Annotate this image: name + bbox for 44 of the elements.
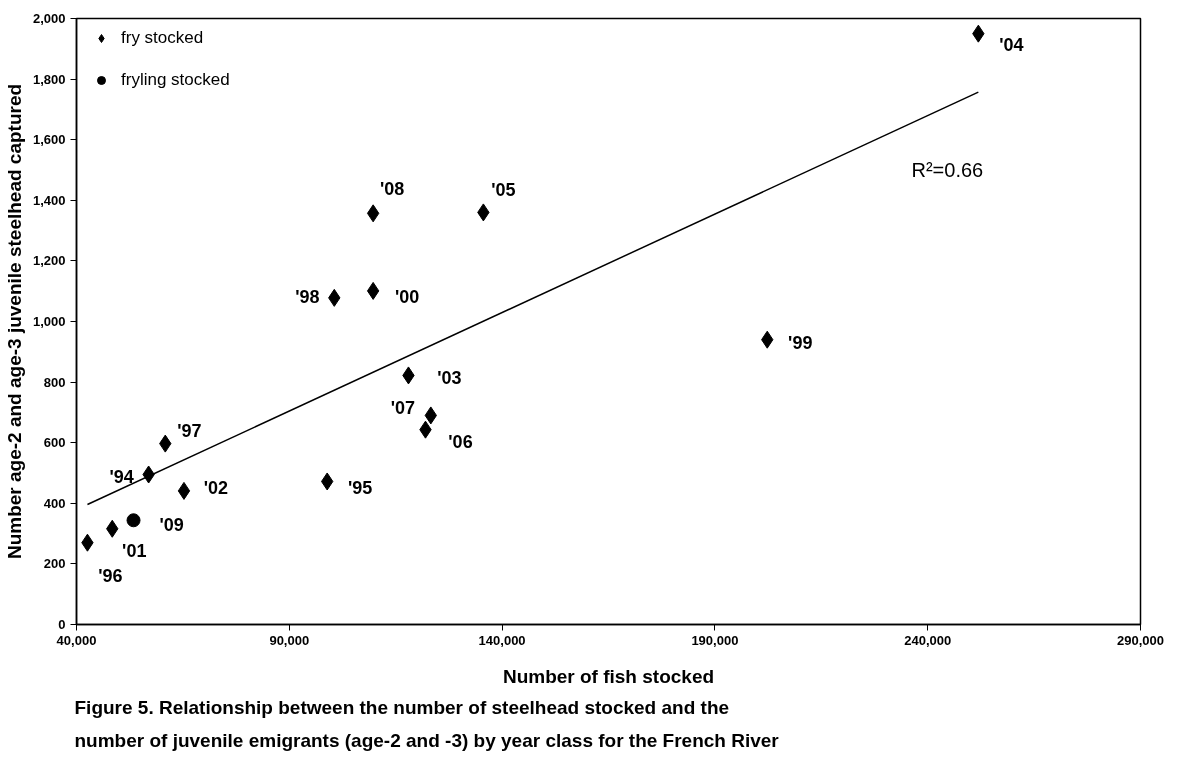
annotation: '97 bbox=[177, 420, 202, 441]
y-tick-label: 1,600 bbox=[32, 132, 66, 148]
y-tick-label: 1,400 bbox=[32, 192, 66, 208]
annotation: '04 bbox=[999, 34, 1024, 55]
annotation: '02 bbox=[203, 477, 229, 498]
y-tick-label: 200 bbox=[43, 556, 66, 572]
legend-label: fry stocked bbox=[121, 28, 204, 48]
annotation: '99 bbox=[788, 332, 813, 353]
x-tick-label: 90,000 bbox=[269, 632, 310, 648]
point bbox=[366, 204, 380, 223]
annotation: '07 bbox=[390, 398, 415, 419]
point bbox=[126, 513, 141, 528]
y-axis-title: Number age-2 and age-3 juvenile steelhead captured bbox=[3, 83, 25, 560]
annotation: '08 bbox=[379, 179, 405, 200]
annotation: '09 bbox=[159, 515, 184, 536]
y-tick-label: 1,200 bbox=[32, 253, 66, 269]
point bbox=[366, 281, 380, 300]
text: number of juvenile emigrants (age-2 and -3) by year class for the French River bbox=[74, 729, 780, 751]
legend-label: fryling stocked bbox=[121, 70, 230, 90]
y-tick-label: 1,000 bbox=[32, 314, 66, 329]
y-tick-label: 1,800 bbox=[32, 71, 66, 87]
x-tick-label: 140,000 bbox=[478, 632, 526, 648]
y-tick-label: 800 bbox=[43, 374, 66, 390]
x-axis-title: Number of fish stocked bbox=[502, 665, 715, 687]
y-tick-label: 0 bbox=[58, 617, 66, 632]
annotation: '01 bbox=[122, 540, 147, 561]
y-tick-label: 600 bbox=[43, 435, 66, 451]
annotation: '00 bbox=[394, 286, 420, 307]
annotation: '03 bbox=[437, 368, 462, 389]
annotation: '98 bbox=[295, 286, 320, 307]
y-tick-label: 400 bbox=[43, 495, 66, 511]
caption: Figure 5. Relationship between the number of steelhead stocked and the bbox=[74, 696, 730, 718]
x-tick-label: 40,000 bbox=[56, 632, 97, 648]
x-tick-label: 240,000 bbox=[904, 632, 952, 648]
y-tick-label: 2,000 bbox=[32, 11, 66, 26]
annotation: '95 bbox=[348, 478, 373, 499]
x-tick-label: 290,000 bbox=[1117, 632, 1164, 648]
annotation: '96 bbox=[98, 565, 123, 586]
annotation: '06 bbox=[448, 431, 473, 452]
annotation: R²=0.66 bbox=[911, 158, 984, 181]
annotation: '05 bbox=[491, 180, 516, 201]
annotation: '94 bbox=[109, 466, 134, 487]
x-tick-label: 190,000 bbox=[691, 632, 739, 648]
point bbox=[177, 481, 191, 500]
